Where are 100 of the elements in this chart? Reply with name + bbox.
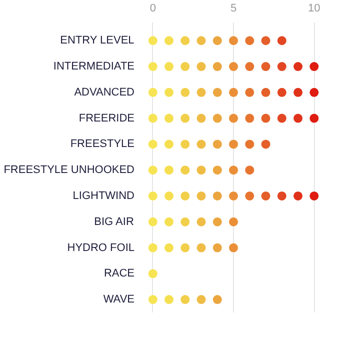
point	[229, 243, 238, 252]
point	[245, 140, 254, 149]
point	[277, 191, 286, 200]
point	[294, 62, 303, 72]
point	[148, 191, 158, 200]
y-tick-label: BIG AIR	[94, 216, 134, 228]
point	[164, 217, 174, 226]
point	[148, 269, 158, 278]
point	[180, 62, 190, 72]
point	[148, 62, 158, 72]
point	[245, 166, 254, 175]
x-tick-label: 10	[308, 2, 320, 14]
y-tick-label: FREESTYLE UNHOOKED	[4, 164, 135, 176]
y-tick-label: ADVANCED	[74, 86, 135, 98]
point	[261, 62, 270, 72]
point	[245, 191, 254, 200]
point	[164, 166, 174, 175]
point	[164, 140, 174, 149]
point	[277, 36, 286, 46]
y-tick-label: FREERIDE	[78, 112, 135, 124]
point	[148, 140, 158, 149]
point	[196, 114, 206, 123]
point	[196, 88, 206, 97]
point	[229, 191, 238, 200]
point	[277, 62, 286, 72]
point	[261, 114, 270, 123]
point	[196, 217, 206, 226]
point	[212, 166, 222, 175]
point	[229, 62, 238, 72]
x-tick-label: 5	[230, 2, 237, 14]
y-tick-label: HYDRO FOIL	[67, 242, 135, 254]
point	[164, 243, 174, 252]
point	[148, 114, 158, 123]
point	[196, 191, 206, 200]
point	[229, 166, 238, 175]
point	[164, 36, 174, 46]
point	[310, 191, 319, 200]
point	[212, 36, 222, 46]
point	[180, 243, 190, 252]
point	[180, 166, 190, 175]
point	[180, 217, 190, 226]
point	[196, 62, 206, 72]
point	[148, 166, 158, 175]
y-tick-label: RACE	[104, 268, 134, 280]
point	[164, 88, 174, 97]
point	[148, 88, 158, 97]
point	[164, 295, 174, 304]
point	[180, 295, 190, 304]
point	[310, 88, 319, 97]
point	[180, 88, 190, 97]
point	[212, 140, 222, 149]
point	[277, 114, 286, 123]
point	[294, 88, 303, 97]
point	[229, 217, 238, 226]
point	[261, 191, 270, 200]
y-tick-label: LIGHTWIND	[72, 190, 135, 202]
y-tick-label: WAVE	[103, 294, 135, 306]
point	[261, 36, 270, 46]
point	[310, 62, 319, 72]
point	[180, 114, 190, 123]
point	[196, 243, 206, 252]
y-tick-label: ENTRY LEVEL	[60, 34, 134, 47]
point	[180, 140, 190, 149]
point	[148, 243, 158, 252]
point	[196, 295, 206, 304]
point	[261, 140, 270, 149]
point	[164, 114, 174, 123]
point	[212, 88, 222, 97]
point	[212, 295, 222, 304]
point	[148, 217, 158, 226]
point	[196, 166, 206, 175]
point	[164, 191, 174, 200]
point	[229, 114, 238, 123]
y-tick-label: INTERMEDIATE	[53, 60, 134, 73]
point	[180, 36, 190, 46]
x-tick-label: 0	[150, 2, 156, 14]
point	[245, 114, 254, 123]
point	[245, 88, 254, 97]
point	[261, 88, 270, 97]
point	[148, 295, 158, 304]
point	[245, 36, 254, 46]
y-tick-label: FREESTYLE	[70, 138, 135, 150]
point	[164, 62, 174, 72]
point	[212, 114, 222, 123]
point	[212, 217, 222, 226]
point	[196, 36, 206, 46]
point	[196, 140, 206, 149]
point	[180, 191, 190, 200]
point	[310, 114, 319, 123]
point	[148, 36, 158, 46]
point	[277, 88, 286, 97]
point	[294, 114, 303, 123]
point	[229, 36, 238, 46]
point	[212, 191, 222, 200]
point	[229, 140, 238, 149]
point	[212, 243, 222, 252]
point	[229, 88, 238, 97]
point	[294, 191, 303, 200]
point	[212, 62, 222, 72]
point	[245, 62, 254, 72]
